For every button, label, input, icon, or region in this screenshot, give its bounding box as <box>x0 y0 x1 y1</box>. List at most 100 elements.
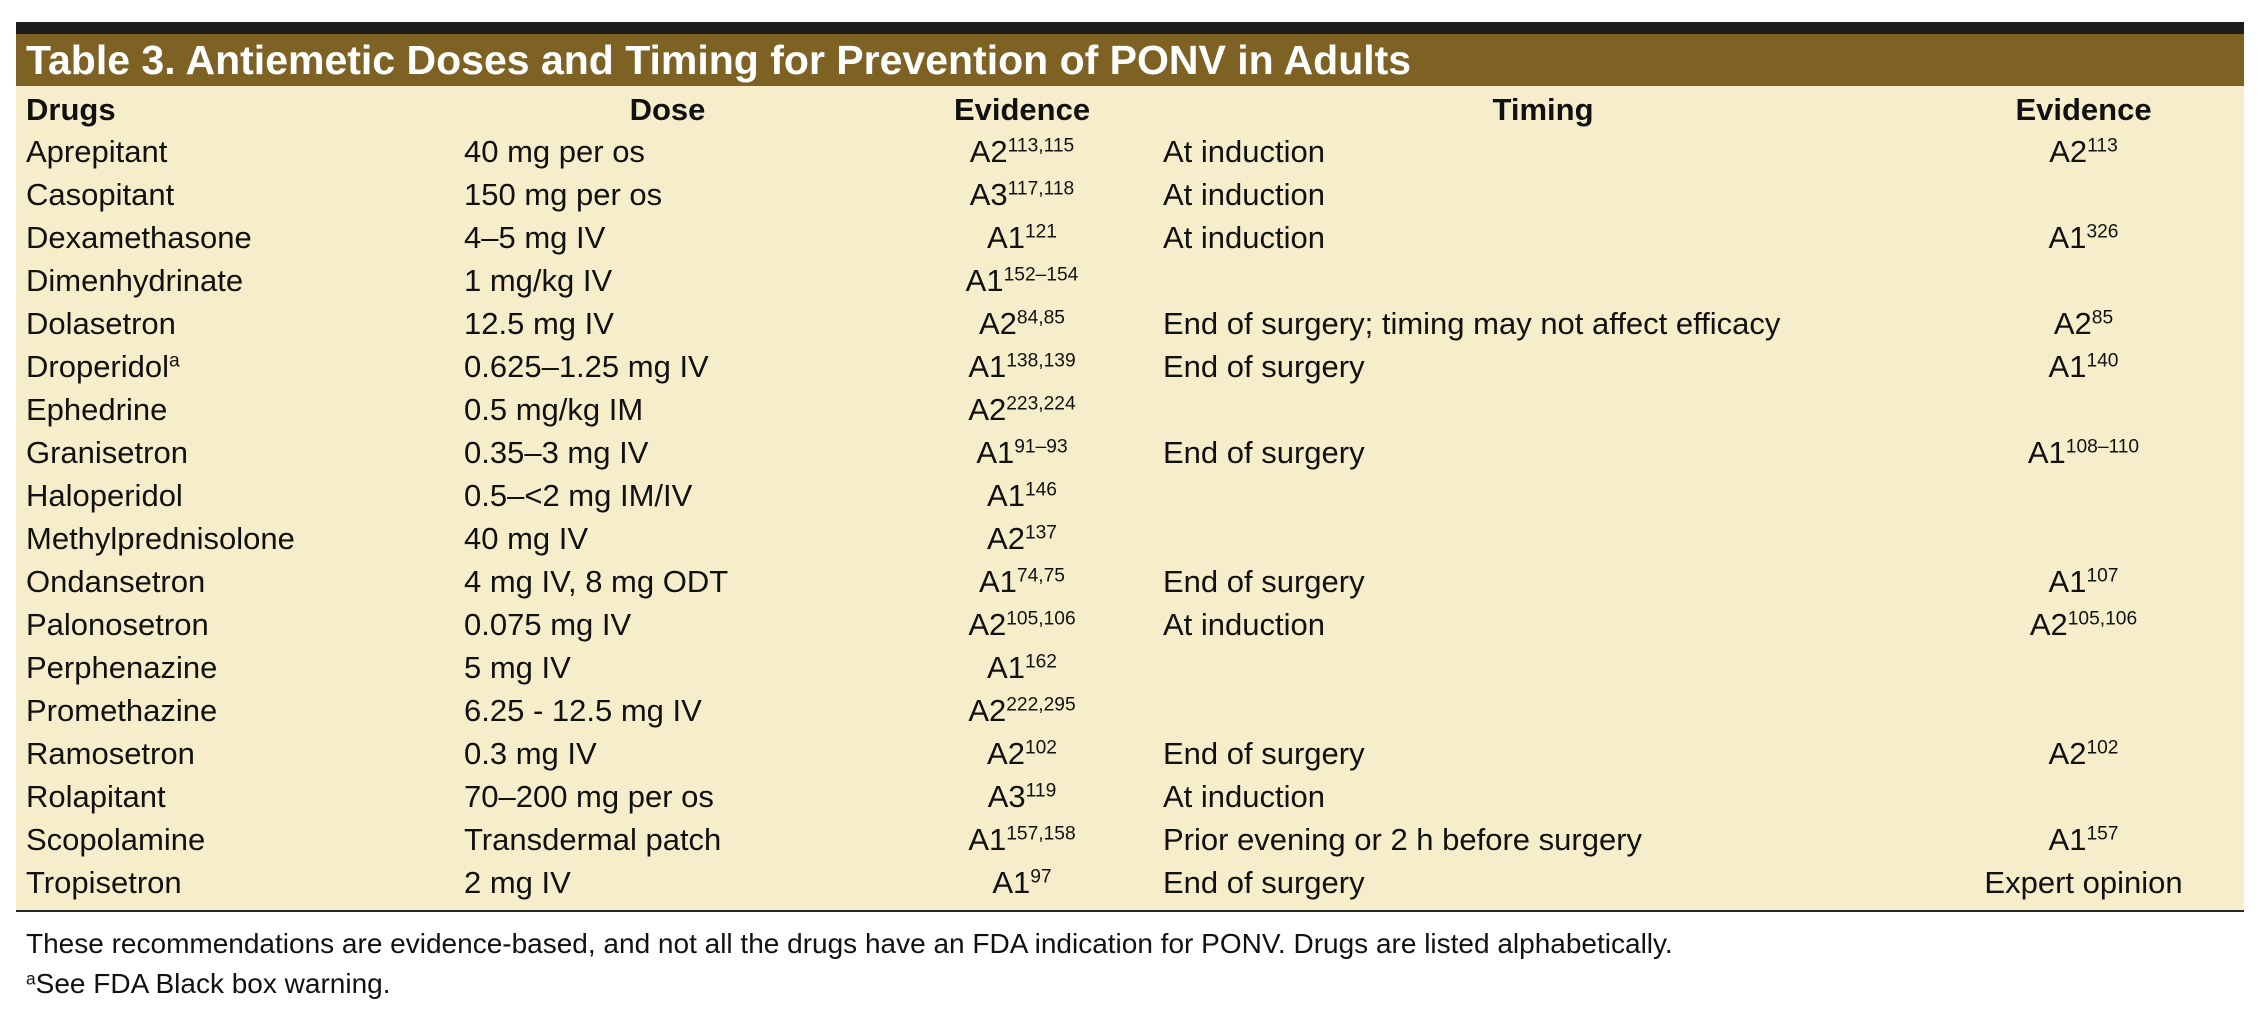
dose-cell: 4 mg IV, 8 mg ODT <box>464 563 729 599</box>
evidence-references: 113,115 <box>1007 134 1075 156</box>
evidence-grade: A2 <box>979 305 1017 341</box>
dose-evidence-cell: A2102 <box>881 736 1163 772</box>
dose-cell: 0.3 mg IV <box>464 735 597 771</box>
evidence-grade: A2 <box>987 735 1025 771</box>
evidence-references: 223,224 <box>1006 392 1076 414</box>
drug-cell: Ramosetron <box>16 736 454 772</box>
dose-cell: 6.25 - 12.5 mg IV <box>464 692 702 728</box>
evidence-grade: A1 <box>976 434 1015 470</box>
evidence-grade: A2 <box>2048 735 2087 771</box>
evidence-references: 138,139 <box>1006 349 1076 371</box>
table-row: Ramosetron 0.3 mg IV A2102 End of surgery A2… <box>16 732 2244 775</box>
evidence-grade: A3 <box>969 176 1008 212</box>
evidence-grade: A2 <box>2029 606 2068 642</box>
evidence-grade: A2 <box>969 133 1008 169</box>
dose-evidence-cell: A1121 <box>881 220 1163 256</box>
dose-cell: 150 mg per os <box>464 176 663 212</box>
evidence-references: 102 <box>1024 736 1057 758</box>
evidence-references: 97 <box>1030 865 1052 887</box>
drug-cell: Ephedrine <box>16 392 454 428</box>
table-row: Granisetron 0.35–3 mg IV A191–93 End of sur… <box>16 431 2244 474</box>
table-row: Perphenazine 5 mg IV A1162 <box>16 646 2244 689</box>
dose-evidence-cell: A1162 <box>881 650 1163 686</box>
header-row: Drugs Dose Evidence Timing Evidence <box>16 90 2244 130</box>
evidence-references: 152–154 <box>1003 263 1079 285</box>
drug-cell: Granisetron <box>16 435 454 471</box>
dose-evidence-cell: A1138,139 <box>881 349 1163 385</box>
timing-evidence-cell: A1107 <box>1923 564 2244 600</box>
dose-cell: 0.5 mg/kg IM <box>464 391 644 427</box>
table-row: Dolasetron 12.5 mg IV A284,85 End of surger… <box>16 302 2244 345</box>
dose-evidence-cell: A2105,106 <box>881 607 1163 643</box>
header-timing: Timing <box>1492 92 1594 127</box>
evidence-grade: A1 <box>987 477 1025 513</box>
dose-cell: 12.5 mg IV <box>464 305 614 341</box>
table-row: Aprepitant 40 mg per os A2113,115 At induct… <box>16 130 2244 173</box>
evidence-references: 121 <box>1024 220 1057 242</box>
drug-cell: Droperidola <box>16 349 454 385</box>
timing-cell: At induction <box>1163 219 1325 255</box>
table-row: Dimenhydrinate 1 mg/kg IV A1152–154 <box>16 259 2244 302</box>
timing-cell: End of surgery <box>1163 434 1365 470</box>
table-title: Table 3. Antiemetic Doses and Timing for… <box>16 34 2244 86</box>
evidence-grade: A2 <box>2049 133 2088 169</box>
evidence-grade: A1 <box>987 649 1025 685</box>
dose-cell: 2 mg IV <box>464 864 571 900</box>
table-row: Droperidola 0.625–1.25 mg IV A1138,139 End … <box>16 345 2244 388</box>
timing-cell: End of surgery <box>1163 348 1365 384</box>
table-body: Drugs Dose Evidence Timing Evidence Apre… <box>16 86 2244 912</box>
evidence-grade: A2 <box>968 391 1007 427</box>
dose-cell: 0.5–<2 mg IM/IV <box>464 477 693 513</box>
drug-cell: Promethazine <box>16 693 454 729</box>
dose-evidence-cell: A3119 <box>881 779 1163 815</box>
dose-cell: Transdermal patch <box>464 821 722 857</box>
evidence-grade: A1 <box>992 864 1031 900</box>
dose-evidence-cell: A2222,295 <box>881 693 1163 729</box>
evidence-references: 113 <box>2087 134 2118 156</box>
evidence-grade: A1 <box>968 821 1007 857</box>
evidence-references: 162 <box>1024 650 1057 672</box>
drug-name: Granisetron <box>26 434 188 470</box>
table-row: Promethazine 6.25 - 12.5 mg IV A2222,295 <box>16 689 2244 732</box>
dose-evidence-cell: A1146 <box>881 478 1163 514</box>
dose-cell: 0.35–3 mg IV <box>464 434 649 470</box>
dose-cell: 40 mg IV <box>464 520 589 556</box>
evidence-grade: A1 <box>979 563 1017 599</box>
dose-evidence-cell: A3117,118 <box>881 177 1163 213</box>
header-drugs: Drugs <box>26 92 116 127</box>
evidence-grade: A1 <box>987 219 1025 255</box>
evidence-references: 85 <box>2091 306 2114 328</box>
drug-name: Palonosetron <box>26 606 209 642</box>
drug-name: Casopitant <box>26 176 175 212</box>
top-rule <box>16 22 2244 34</box>
dose-evidence-cell: A2137 <box>881 521 1163 557</box>
evidence-references: 102 <box>2086 736 2119 758</box>
evidence-grade: A3 <box>987 778 1026 814</box>
timing-cell: At induction <box>1163 606 1325 642</box>
drug-cell: Rolapitant <box>16 779 454 815</box>
dose-evidence-cell: A284,85 <box>881 306 1163 342</box>
evidence-grade: A2 <box>968 692 1007 728</box>
evidence-references: 137 <box>1024 521 1057 543</box>
table-container: Table 3. Antiemetic Doses and Timing for… <box>16 22 2244 1004</box>
evidence-references: 105,106 <box>2067 607 2138 629</box>
footnote-marker: a <box>26 968 36 989</box>
dose-evidence-cell: A1152–154 <box>881 263 1163 299</box>
timing-cell: Prior evening or 2 h before surgery <box>1163 821 1643 857</box>
drug-name: Promethazine <box>26 692 218 728</box>
dose-evidence-cell: A174,75 <box>881 564 1163 600</box>
evidence-grade: A1 <box>2048 348 2087 384</box>
evidence-references: 140 <box>2086 349 2119 371</box>
drug-name: Ramosetron <box>26 735 195 771</box>
drug-cell: Dimenhydrinate <box>16 263 454 299</box>
timing-evidence-cell: A285 <box>1923 306 2244 342</box>
evidence-references: 117,118 <box>1007 177 1075 199</box>
evidence-references: 108–110 <box>2065 435 2140 457</box>
drug-name: Ephedrine <box>26 391 168 427</box>
footnote-general: These recommendations are evidence-based… <box>26 928 1673 959</box>
evidence-grade: A1 <box>2048 821 2087 857</box>
drug-cell: Ondansetron <box>16 564 454 600</box>
table-row: Methylprednisolone 40 mg IV A2137 <box>16 517 2244 560</box>
timing-cell: At induction <box>1163 176 1325 212</box>
table-row: Rolapitant 70–200 mg per os A3119 At induct… <box>16 775 2244 818</box>
